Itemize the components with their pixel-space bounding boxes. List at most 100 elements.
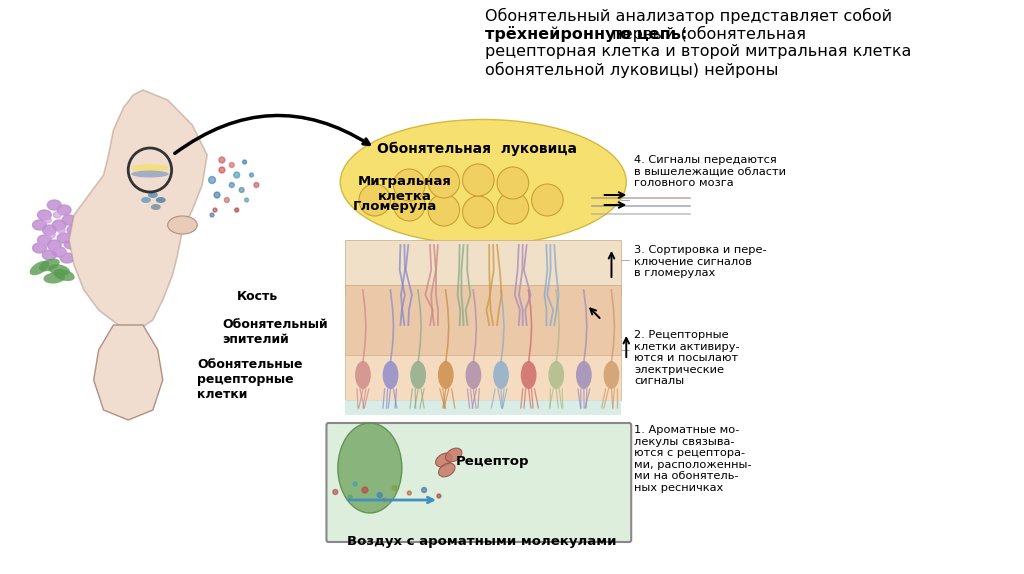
- Circle shape: [240, 188, 244, 192]
- Text: Обонятельный анализатор представляет собой: Обонятельный анализатор представляет соб…: [485, 8, 892, 24]
- Ellipse shape: [57, 205, 71, 215]
- Ellipse shape: [52, 247, 67, 257]
- Text: трёхнейронную цепь:: трёхнейронную цепь:: [485, 26, 687, 42]
- Circle shape: [254, 183, 259, 188]
- Text: Гломерула: Гломерула: [352, 200, 436, 213]
- Polygon shape: [93, 325, 163, 420]
- Ellipse shape: [445, 448, 462, 462]
- Ellipse shape: [151, 204, 161, 210]
- Circle shape: [393, 169, 425, 201]
- Bar: [345, 285, 622, 355]
- Circle shape: [219, 167, 225, 173]
- Ellipse shape: [53, 269, 75, 281]
- Circle shape: [213, 208, 217, 212]
- Text: обонятельной луковицы) нейроны: обонятельной луковицы) нейроны: [485, 62, 778, 78]
- Text: 1. Ароматные мо-
лекулы связыва-
ются с рецептора-
ми, расположенны-
ми на обоня: 1. Ароматные мо- лекулы связыва- ются с …: [634, 425, 752, 493]
- Ellipse shape: [494, 361, 509, 389]
- Ellipse shape: [340, 119, 627, 245]
- Circle shape: [353, 482, 357, 486]
- Ellipse shape: [131, 164, 169, 172]
- Ellipse shape: [141, 197, 151, 203]
- Ellipse shape: [51, 245, 59, 251]
- Ellipse shape: [63, 234, 71, 240]
- Ellipse shape: [131, 170, 169, 177]
- Ellipse shape: [549, 361, 564, 389]
- Text: Кость: Кость: [237, 290, 278, 303]
- Ellipse shape: [48, 264, 70, 276]
- Circle shape: [377, 492, 382, 498]
- Text: рецепторная клетка и второй митральная клетка: рецепторная клетка и второй митральная к…: [485, 44, 911, 59]
- Text: Обонятельные
рецепторные
клетки: Обонятельные рецепторные клетки: [198, 358, 303, 401]
- Ellipse shape: [435, 453, 452, 467]
- Ellipse shape: [60, 253, 74, 263]
- Circle shape: [209, 176, 215, 184]
- Circle shape: [245, 198, 249, 202]
- Ellipse shape: [411, 361, 426, 389]
- Ellipse shape: [383, 361, 398, 389]
- Circle shape: [229, 162, 234, 168]
- Ellipse shape: [438, 463, 455, 477]
- Circle shape: [393, 189, 425, 221]
- Circle shape: [428, 166, 460, 198]
- Ellipse shape: [33, 220, 46, 230]
- Ellipse shape: [438, 361, 454, 389]
- Ellipse shape: [65, 239, 78, 249]
- Circle shape: [348, 495, 352, 499]
- Ellipse shape: [62, 215, 76, 225]
- Circle shape: [383, 498, 387, 502]
- Text: Рецептор: Рецептор: [456, 455, 529, 468]
- Text: первый (обонятельная: первый (обонятельная: [607, 26, 806, 42]
- Ellipse shape: [42, 225, 56, 235]
- Ellipse shape: [57, 233, 71, 243]
- Text: Воздух с ароматными молекулами: Воздух с ароматными молекулами: [346, 535, 616, 548]
- Ellipse shape: [30, 261, 49, 276]
- Ellipse shape: [33, 243, 46, 253]
- Ellipse shape: [52, 220, 67, 230]
- Bar: [345, 400, 622, 415]
- Ellipse shape: [38, 235, 51, 245]
- Ellipse shape: [355, 361, 371, 389]
- Circle shape: [234, 208, 239, 212]
- Circle shape: [224, 197, 229, 203]
- FancyBboxPatch shape: [327, 423, 631, 542]
- Ellipse shape: [57, 227, 66, 233]
- Circle shape: [422, 487, 427, 492]
- Text: 3. Сортировка и пере-
ключение сигналов
в гломерулах: 3. Сортировка и пере- ключение сигналов …: [634, 245, 767, 278]
- Ellipse shape: [47, 240, 61, 250]
- Ellipse shape: [58, 249, 67, 255]
- Ellipse shape: [38, 210, 51, 220]
- Circle shape: [210, 213, 214, 217]
- Circle shape: [243, 160, 247, 164]
- Circle shape: [250, 173, 254, 177]
- Bar: [345, 240, 622, 295]
- Circle shape: [333, 490, 338, 494]
- Ellipse shape: [43, 217, 51, 223]
- Ellipse shape: [575, 361, 592, 389]
- Ellipse shape: [39, 239, 46, 245]
- Circle shape: [428, 194, 460, 226]
- Bar: [345, 355, 622, 400]
- Ellipse shape: [47, 232, 55, 238]
- Circle shape: [463, 164, 495, 196]
- Ellipse shape: [156, 197, 166, 203]
- Circle shape: [497, 192, 528, 224]
- Circle shape: [229, 183, 234, 188]
- Ellipse shape: [338, 423, 401, 513]
- Circle shape: [233, 172, 240, 178]
- Ellipse shape: [39, 259, 59, 272]
- Circle shape: [359, 184, 390, 216]
- Circle shape: [214, 192, 220, 198]
- Circle shape: [219, 157, 225, 163]
- Text: 2. Рецепторные
клетки активиру-
ются и посылают
электрические
сигналы: 2. Рецепторные клетки активиру- ются и п…: [634, 330, 739, 386]
- Circle shape: [408, 491, 412, 495]
- Ellipse shape: [147, 192, 158, 198]
- Ellipse shape: [53, 212, 61, 218]
- Text: Обонятельный
эпителий: Обонятельный эпителий: [222, 318, 328, 346]
- Ellipse shape: [47, 200, 61, 210]
- Circle shape: [392, 486, 397, 491]
- Polygon shape: [69, 90, 207, 330]
- Circle shape: [531, 184, 563, 216]
- Ellipse shape: [168, 216, 198, 234]
- Text: Митральная
клетка: Митральная клетка: [357, 175, 452, 203]
- Ellipse shape: [42, 250, 56, 260]
